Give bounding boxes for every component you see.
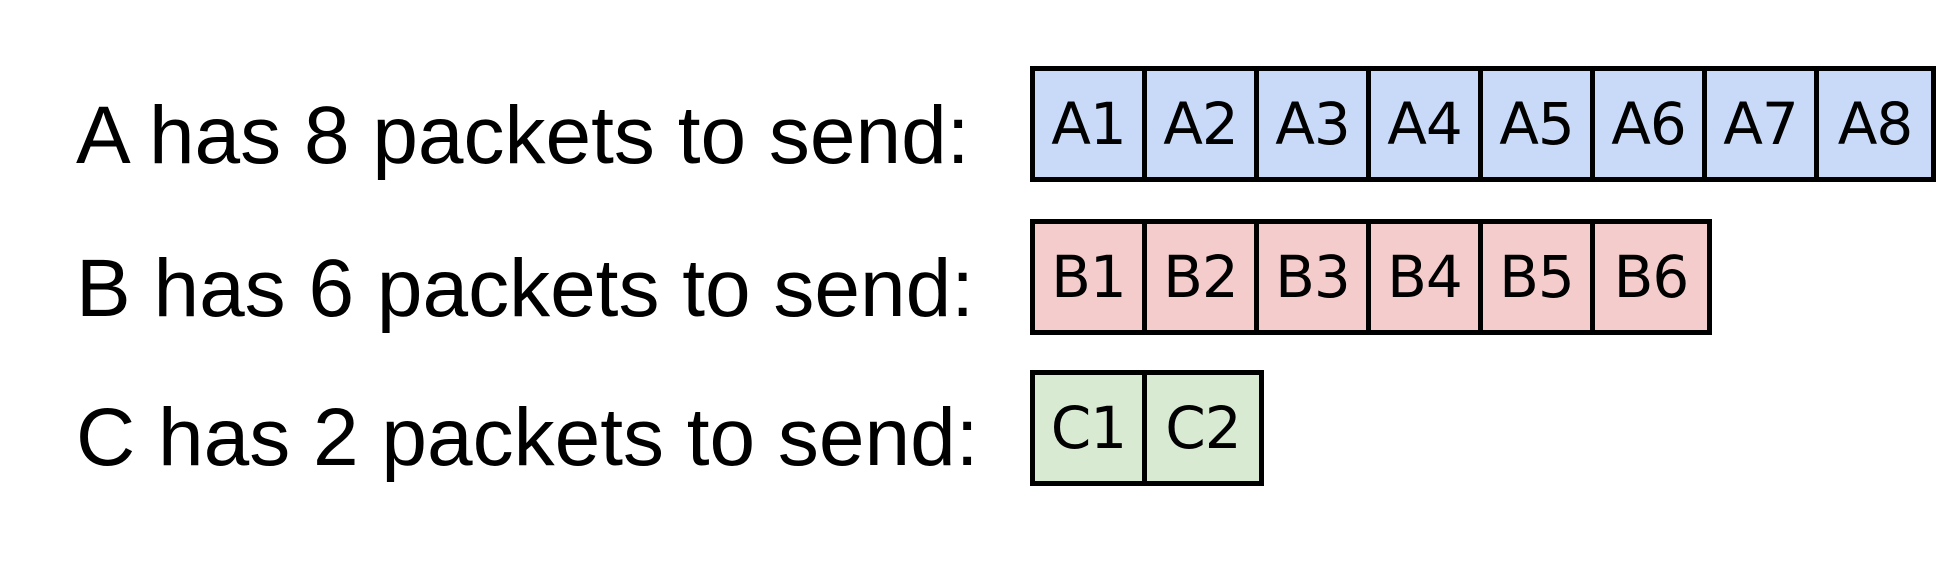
sender-b-label: B has 6 packets to send: [76,243,974,334]
packet-c1: C1 [1035,375,1147,481]
packet-b2: B2 [1147,224,1259,330]
packet-c2: C2 [1147,375,1259,481]
sender-a-label: A has 8 packets to send: [76,90,970,181]
packet-b6: B6 [1595,224,1707,330]
sender-a-row: A has 8 packets to send: A1 A2 A3 A4 A5 … [0,66,1952,182]
packet-b1: B1 [1035,224,1147,330]
packet-a4: A4 [1371,71,1483,177]
packet-b4: B4 [1371,224,1483,330]
packet-a5: A5 [1483,71,1595,177]
packet-a6: A6 [1595,71,1707,177]
sender-b-packet-queue: B1 B2 B3 B4 B5 B6 [1030,219,1712,335]
sender-a-packet-queue: A1 A2 A3 A4 A5 A6 A7 A8 [1030,66,1936,182]
packet-a7: A7 [1707,71,1819,177]
sender-c-row: C has 2 packets to send: C1 C2 [0,370,1952,486]
packet-a8: A8 [1819,71,1931,177]
packet-a2: A2 [1147,71,1259,177]
packet-a3: A3 [1259,71,1371,177]
packet-b3: B3 [1259,224,1371,330]
sender-b-row: B has 6 packets to send: B1 B2 B3 B4 B5 … [0,219,1952,335]
sender-c-packet-queue: C1 C2 [1030,370,1264,486]
sender-c-label: C has 2 packets to send: [76,392,979,483]
packet-b5: B5 [1483,224,1595,330]
packet-a1: A1 [1035,71,1147,177]
